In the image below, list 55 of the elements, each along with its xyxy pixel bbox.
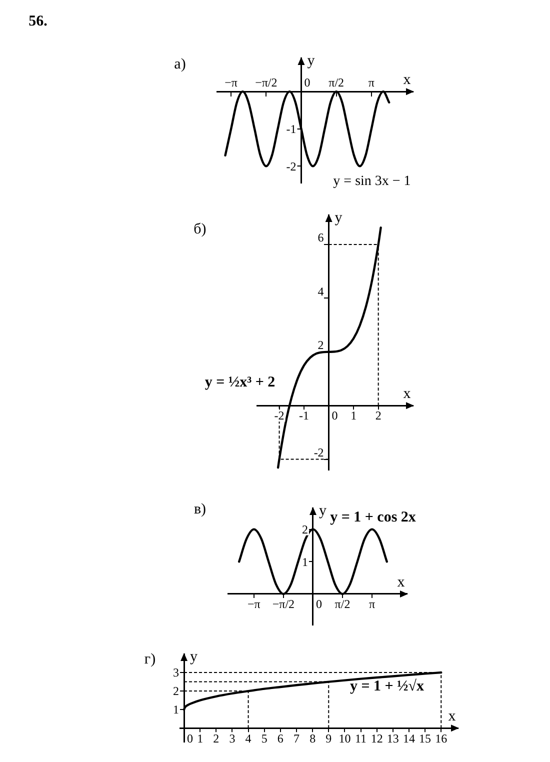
y-tick-label: 1 xyxy=(173,702,180,717)
x-tick-label: π xyxy=(369,597,376,612)
x-axis-title: x xyxy=(397,574,406,590)
x-tick-label: 0 xyxy=(187,731,194,746)
x-tick-label: 14 xyxy=(402,731,415,746)
y-axis-title: y xyxy=(190,648,198,665)
x-axis-title: x xyxy=(403,386,412,402)
chart-title: б) xyxy=(194,222,206,238)
x-tick-label: 5 xyxy=(261,731,268,746)
x-tick-label: 0 xyxy=(332,408,338,423)
x-tick-label: 0 xyxy=(304,76,310,90)
x-tick-label: 16 xyxy=(435,731,448,746)
x-tick-label: 15 xyxy=(419,731,432,746)
annotation: y = 1 + cos 2x xyxy=(330,510,416,526)
x-tick-label: 10 xyxy=(338,731,351,746)
y-tick-label: 2 xyxy=(173,684,180,698)
x-axis-title: x xyxy=(403,72,412,88)
x-tick-label: −π/2 xyxy=(272,597,295,612)
x-tick-label: π/2 xyxy=(334,597,350,612)
x-tick-label: 12 xyxy=(370,731,383,746)
x-tick-label: −π/2 xyxy=(255,76,278,90)
y-tick-label: 2 xyxy=(318,338,324,352)
annotation: y = 1 + ½√x xyxy=(350,678,424,696)
y-tick-label: 3 xyxy=(173,666,180,680)
x-tick-label: 3 xyxy=(229,731,236,746)
x-tick-label: 1 xyxy=(197,731,204,746)
x-tick-label: −π xyxy=(224,76,238,90)
annotation: y = sin 3x − 1 xyxy=(333,174,411,190)
y-axis-title: y xyxy=(334,210,343,226)
x-tick-label: 2 xyxy=(375,408,382,423)
chart-title: а) xyxy=(174,56,186,74)
x-axis-title: x xyxy=(448,708,456,725)
y-tick-label: 6 xyxy=(318,230,324,245)
y-axis-title: y xyxy=(318,502,327,519)
x-tick-label: 4 xyxy=(245,731,252,746)
x-tick-label: 0 xyxy=(316,597,322,612)
y-axis-title: y xyxy=(307,52,316,69)
text: 56. xyxy=(28,14,48,30)
annotation: y = ½x³ + 2 xyxy=(204,374,276,392)
x-tick-label: 2 xyxy=(213,731,220,746)
x-tick-label: π/2 xyxy=(328,76,344,90)
x-tick-label: π xyxy=(368,76,374,90)
x-tick-label: 6 xyxy=(277,731,284,746)
x-tick-label: −π xyxy=(248,597,260,612)
y-tick-label: 4 xyxy=(318,284,324,298)
x-tick-label: 8 xyxy=(310,731,316,746)
x-tick-label: 7 xyxy=(294,731,300,746)
x-tick-label: 1 xyxy=(350,408,357,423)
x-tick-label: 11 xyxy=(355,731,367,746)
x-tick-label: -2 xyxy=(274,408,284,423)
x-tick-label: 13 xyxy=(386,731,399,746)
x-tick-label: 9 xyxy=(326,731,332,746)
chart-title: в) xyxy=(194,502,206,518)
y-tick-label: -2 xyxy=(314,445,324,460)
chart-title: г) xyxy=(144,652,156,668)
